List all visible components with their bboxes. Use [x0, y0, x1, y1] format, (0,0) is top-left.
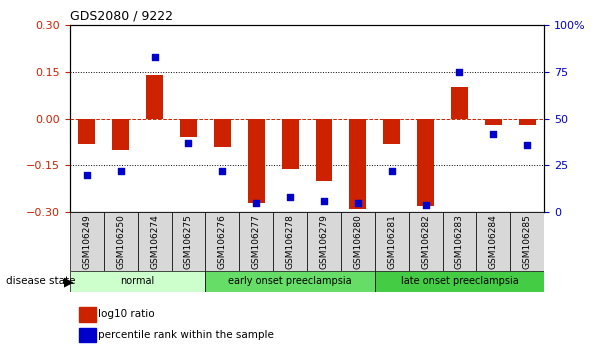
Point [285, 195, 295, 200]
FancyBboxPatch shape [240, 212, 273, 271]
Text: percentile rank within the sample: percentile rank within the sample [98, 330, 274, 340]
Bar [248, 119, 264, 203]
Point [82, 172, 92, 178]
Text: GSM106279: GSM106279 [319, 214, 328, 269]
Bar [80, 307, 97, 321]
Text: GSM106282: GSM106282 [421, 214, 430, 269]
Bar [214, 119, 231, 147]
Bar [78, 119, 95, 144]
Point [184, 140, 193, 146]
FancyBboxPatch shape [477, 212, 510, 271]
Text: GSM106278: GSM106278 [286, 214, 295, 269]
Bar [417, 119, 434, 206]
FancyBboxPatch shape [443, 212, 477, 271]
FancyBboxPatch shape [273, 212, 307, 271]
Point [251, 200, 261, 206]
Bar [485, 119, 502, 125]
Text: normal: normal [120, 276, 155, 286]
FancyBboxPatch shape [375, 212, 409, 271]
Text: log10 ratio: log10 ratio [98, 309, 155, 319]
Text: disease state: disease state [6, 276, 75, 286]
Text: GSM106284: GSM106284 [489, 214, 498, 269]
Bar [519, 119, 536, 125]
Text: GDS2080 / 9222: GDS2080 / 9222 [70, 9, 173, 22]
Point [421, 202, 430, 208]
Text: GSM106277: GSM106277 [252, 214, 261, 269]
Text: GSM106283: GSM106283 [455, 214, 464, 269]
Bar [282, 119, 299, 169]
Bar [180, 119, 197, 137]
Bar [146, 75, 163, 119]
Point [150, 54, 159, 59]
Point [387, 168, 396, 174]
Point [353, 200, 363, 206]
Bar [80, 327, 97, 342]
Text: ▶: ▶ [64, 275, 74, 288]
FancyBboxPatch shape [104, 212, 137, 271]
Bar [316, 119, 333, 181]
FancyBboxPatch shape [375, 271, 544, 292]
Point [455, 69, 465, 74]
Text: GSM106274: GSM106274 [150, 214, 159, 269]
Text: GSM106276: GSM106276 [218, 214, 227, 269]
Point [488, 131, 498, 136]
Text: GSM106250: GSM106250 [116, 214, 125, 269]
Text: GSM106275: GSM106275 [184, 214, 193, 269]
Text: late onset preeclampsia: late onset preeclampsia [401, 276, 519, 286]
Text: GSM106281: GSM106281 [387, 214, 396, 269]
Point [522, 142, 532, 148]
FancyBboxPatch shape [70, 271, 206, 292]
Text: GSM106285: GSM106285 [523, 214, 532, 269]
Point [218, 168, 227, 174]
Bar [451, 87, 468, 119]
Bar [112, 119, 129, 150]
FancyBboxPatch shape [307, 212, 341, 271]
FancyBboxPatch shape [206, 212, 240, 271]
Point [319, 198, 329, 204]
FancyBboxPatch shape [137, 212, 171, 271]
FancyBboxPatch shape [341, 212, 375, 271]
FancyBboxPatch shape [171, 212, 206, 271]
Bar [383, 119, 400, 144]
FancyBboxPatch shape [409, 212, 443, 271]
Point [116, 168, 126, 174]
Text: GSM106280: GSM106280 [353, 214, 362, 269]
FancyBboxPatch shape [206, 271, 375, 292]
Text: early onset preeclampsia: early onset preeclampsia [228, 276, 352, 286]
FancyBboxPatch shape [70, 212, 104, 271]
FancyBboxPatch shape [510, 212, 544, 271]
Bar [350, 119, 366, 209]
Text: GSM106249: GSM106249 [82, 214, 91, 269]
